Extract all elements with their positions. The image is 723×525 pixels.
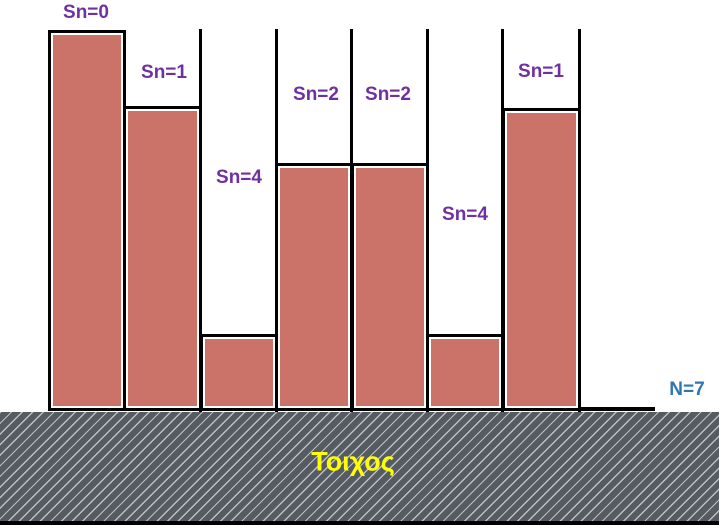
slot-label-5: Sn=2	[365, 84, 411, 105]
piston-bar-fill	[431, 339, 499, 406]
slot-label-6: Sn=4	[442, 204, 488, 225]
piston-bar-5	[351, 163, 429, 411]
piston-bar-7	[502, 108, 581, 411]
slot-label-2: Sn=1	[141, 62, 187, 83]
hatched-wall: Τοιχος	[0, 412, 719, 525]
total-count-label: N=7	[669, 379, 705, 400]
piston-bar-1	[48, 30, 126, 411]
piston-bar-2	[123, 106, 202, 411]
slot-label-1: Sn=0	[63, 2, 109, 23]
piston-bar-3	[200, 334, 278, 411]
wall-base-line	[578, 407, 655, 411]
slot-label-3: Sn=4	[216, 167, 262, 188]
piston-bar-fill	[128, 111, 197, 406]
piston-bar-fill	[53, 35, 121, 406]
piston-bar-fill	[205, 339, 273, 406]
wall-label: Τοιχος	[311, 446, 395, 477]
piston-bar-6	[426, 334, 504, 411]
slot-label-4: Sn=2	[293, 84, 339, 105]
slot-label-7: Sn=1	[518, 61, 564, 82]
piston-bar-fill	[507, 113, 576, 406]
piston-bar-4	[275, 163, 353, 411]
piston-bar-fill	[280, 168, 348, 406]
piston-bar-fill	[356, 168, 424, 406]
